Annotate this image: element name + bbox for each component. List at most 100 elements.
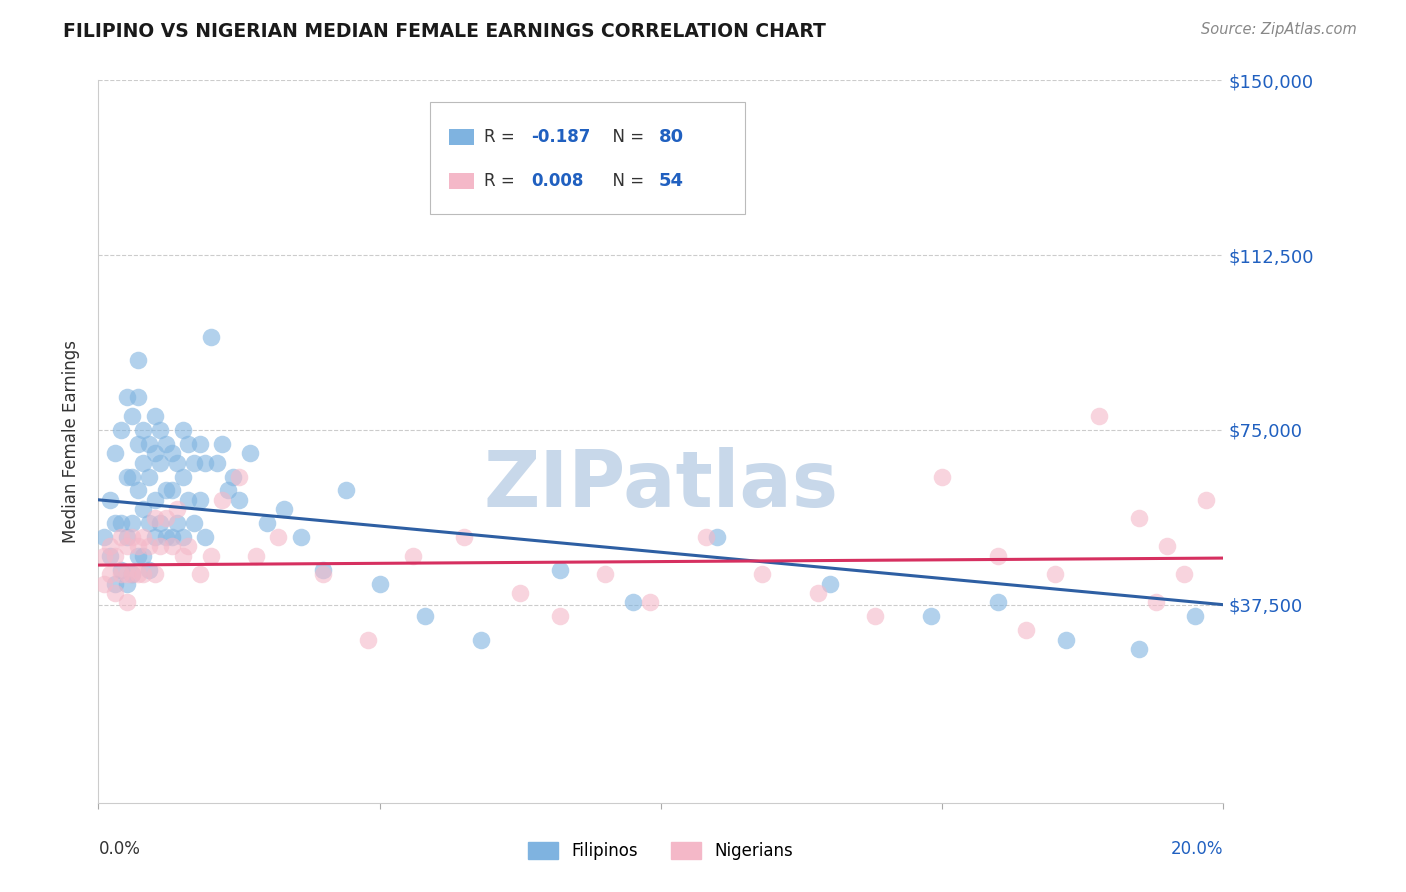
Point bbox=[149, 456, 172, 470]
Point bbox=[127, 540, 149, 554]
Point bbox=[509, 586, 531, 600]
Point bbox=[267, 530, 290, 544]
Point bbox=[217, 483, 239, 498]
Point bbox=[166, 456, 188, 470]
Point bbox=[132, 567, 155, 582]
Point bbox=[115, 390, 138, 404]
Point bbox=[115, 576, 138, 591]
Point bbox=[172, 530, 194, 544]
Point bbox=[194, 530, 217, 544]
Point bbox=[98, 540, 121, 554]
Point bbox=[987, 549, 1010, 563]
Point bbox=[127, 483, 149, 498]
Point bbox=[132, 530, 155, 544]
Text: R =: R = bbox=[484, 128, 520, 146]
Point bbox=[245, 549, 267, 563]
Point bbox=[104, 549, 127, 563]
Point bbox=[211, 437, 233, 451]
Point bbox=[695, 530, 717, 544]
Text: R =: R = bbox=[484, 172, 520, 190]
Point bbox=[211, 492, 233, 507]
Point bbox=[228, 469, 250, 483]
Point bbox=[807, 586, 830, 600]
Point bbox=[149, 516, 172, 530]
Point bbox=[1156, 540, 1178, 554]
Text: Source: ZipAtlas.com: Source: ZipAtlas.com bbox=[1201, 22, 1357, 37]
Point bbox=[172, 423, 194, 437]
Point bbox=[177, 540, 200, 554]
Point bbox=[205, 456, 228, 470]
Text: N =: N = bbox=[602, 172, 650, 190]
Point bbox=[1043, 567, 1066, 582]
Point bbox=[200, 329, 222, 343]
Text: 80: 80 bbox=[658, 128, 683, 146]
Point bbox=[160, 530, 183, 544]
Point bbox=[222, 469, 245, 483]
Point bbox=[160, 446, 183, 460]
Text: 54: 54 bbox=[658, 172, 683, 190]
Point bbox=[1184, 609, 1206, 624]
Point bbox=[110, 423, 132, 437]
Point bbox=[172, 469, 194, 483]
Point bbox=[188, 567, 211, 582]
Point bbox=[1128, 642, 1150, 657]
Point bbox=[127, 353, 149, 368]
Point bbox=[177, 437, 200, 451]
Point bbox=[132, 549, 155, 563]
Point bbox=[548, 563, 571, 577]
Point bbox=[143, 492, 166, 507]
Point bbox=[160, 540, 183, 554]
FancyBboxPatch shape bbox=[430, 102, 745, 214]
Point bbox=[239, 446, 262, 460]
Point bbox=[138, 540, 160, 554]
Point bbox=[368, 576, 391, 591]
Point bbox=[548, 609, 571, 624]
Point bbox=[155, 530, 177, 544]
Text: -0.187: -0.187 bbox=[531, 128, 591, 146]
Point bbox=[194, 456, 217, 470]
Point bbox=[115, 469, 138, 483]
Point bbox=[98, 549, 121, 563]
Point bbox=[290, 530, 312, 544]
Point bbox=[121, 409, 143, 423]
Point bbox=[931, 469, 953, 483]
Point bbox=[273, 502, 295, 516]
FancyBboxPatch shape bbox=[450, 173, 474, 189]
Point bbox=[127, 567, 149, 582]
Point bbox=[312, 567, 335, 582]
Point bbox=[138, 563, 160, 577]
Point bbox=[115, 540, 138, 554]
Text: N =: N = bbox=[602, 128, 650, 146]
FancyBboxPatch shape bbox=[450, 129, 474, 145]
Point bbox=[1128, 511, 1150, 525]
Point bbox=[751, 567, 773, 582]
Point bbox=[863, 609, 886, 624]
Text: 20.0%: 20.0% bbox=[1171, 840, 1223, 858]
Point bbox=[177, 492, 200, 507]
Point bbox=[155, 437, 177, 451]
Point bbox=[1195, 492, 1218, 507]
Point bbox=[132, 456, 155, 470]
Point bbox=[335, 483, 357, 498]
Point bbox=[155, 511, 177, 525]
Text: ZIPatlas: ZIPatlas bbox=[484, 447, 838, 523]
Point bbox=[228, 492, 250, 507]
Point bbox=[149, 540, 172, 554]
Point bbox=[453, 530, 475, 544]
Point bbox=[1054, 632, 1077, 647]
Point bbox=[200, 549, 222, 563]
Point bbox=[706, 530, 728, 544]
Point bbox=[183, 516, 205, 530]
Point bbox=[132, 502, 155, 516]
Point bbox=[143, 511, 166, 525]
Point bbox=[93, 530, 115, 544]
Point bbox=[138, 437, 160, 451]
Point bbox=[127, 390, 149, 404]
Point bbox=[593, 567, 616, 582]
Point bbox=[920, 609, 942, 624]
Point bbox=[121, 469, 143, 483]
Point bbox=[470, 632, 492, 647]
Point bbox=[93, 576, 115, 591]
Point bbox=[1173, 567, 1195, 582]
Point bbox=[115, 530, 138, 544]
